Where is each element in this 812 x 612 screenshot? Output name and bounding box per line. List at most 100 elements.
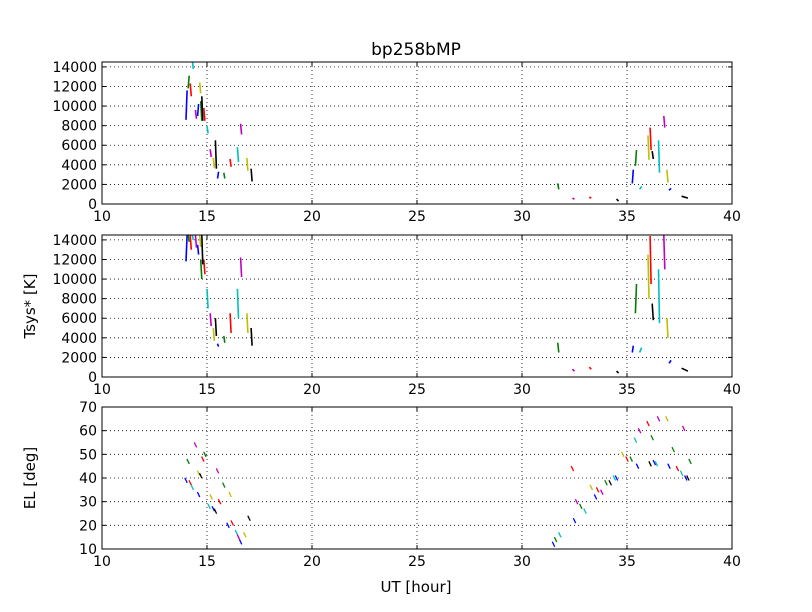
data-point-red — [201, 456, 205, 462]
data-segment-black — [681, 367, 689, 372]
x-tick-label: 25 — [408, 554, 426, 570]
data-segment-black — [201, 235, 204, 265]
x-tick-label: 15 — [198, 554, 216, 570]
data-layer — [184, 416, 692, 548]
data-segment-green — [634, 283, 638, 314]
data-segment-black — [615, 198, 620, 202]
data-point-yellow — [209, 494, 213, 500]
data-segment-magenta — [194, 109, 198, 119]
data-layer — [185, 62, 689, 202]
data-segment-red — [189, 83, 193, 97]
data-segment-red — [588, 366, 592, 370]
data-point-cyan — [234, 529, 239, 536]
y-tick-label: 8000 — [61, 119, 97, 135]
data-segment-blue — [631, 345, 635, 353]
y-tick-label: 14000 — [52, 233, 97, 249]
data-point-magenta — [574, 498, 579, 505]
x-tick-label: 15 — [198, 382, 216, 398]
data-segment-magenta — [239, 123, 243, 135]
data-point-magenta — [681, 425, 686, 432]
data-segment-magenta — [663, 235, 666, 270]
data-segment-magenta — [663, 115, 666, 128]
data-segment-green — [223, 172, 226, 179]
data-segment-green — [634, 150, 638, 166]
data-segment-blue — [216, 171, 220, 179]
y-tick-label: 6000 — [61, 311, 97, 327]
y-tick-label: 2000 — [61, 177, 97, 193]
y-tick-label: 6000 — [61, 138, 97, 154]
data-point-magenta — [600, 489, 604, 495]
data-point-green — [222, 482, 226, 488]
x-tick-label: 40 — [723, 382, 741, 398]
data-point-blue — [614, 475, 619, 481]
x-tick-label: 15 — [198, 209, 216, 225]
data-segment-black — [250, 327, 253, 346]
data-point-red — [625, 456, 629, 462]
data-segment-green — [199, 259, 203, 280]
data-segment-black — [681, 195, 689, 199]
data-segment-cyan — [206, 288, 209, 309]
y-tick-label: 30 — [79, 495, 97, 511]
data-segment-yellow — [212, 327, 216, 341]
data-segment-red — [649, 235, 652, 285]
data-segment-yellow — [212, 157, 216, 168]
data-segment-magenta — [239, 257, 243, 278]
x-tick-label: 40 — [723, 209, 741, 225]
data-segment-magenta — [194, 235, 198, 248]
data-segment-black — [250, 168, 253, 182]
data-segment-green — [199, 101, 203, 121]
y-tick-label: 0 — [88, 370, 97, 386]
data-point-green — [604, 479, 608, 486]
data-point-black — [608, 479, 612, 486]
x-tick-label: 40 — [723, 554, 741, 570]
data-layer — [185, 235, 689, 374]
data-point-cyan — [190, 484, 195, 491]
data-point-cyan — [583, 508, 587, 514]
data-segment-cyan — [191, 235, 195, 241]
y-tick-label: 2000 — [61, 350, 97, 366]
data-point-cyan — [612, 475, 617, 481]
y-tick-label: 10 — [79, 542, 97, 558]
data-segment-cyan — [236, 288, 240, 319]
data-point-red — [595, 487, 600, 493]
x-tick-label: 35 — [618, 554, 636, 570]
data-segment-black — [201, 96, 204, 121]
data-segment-cyan — [638, 347, 643, 353]
y-tick-label: 40 — [79, 471, 97, 487]
data-point-green — [629, 456, 633, 462]
panel-bottom: 10 15 20 25 30 35 40 10 20 30 40 50 60 70 EL [deg] — [21, 400, 741, 570]
data-point-black — [686, 475, 690, 481]
data-segment-cyan — [638, 185, 643, 190]
data-point-magenta — [656, 416, 661, 422]
data-point-blue — [593, 494, 598, 500]
data-segment-yellow — [647, 135, 650, 160]
data-segment-blue — [216, 343, 220, 347]
data-point-yellow — [621, 451, 625, 458]
x-tick-label: 30 — [513, 382, 531, 398]
data-segment-red — [203, 259, 206, 275]
data-segment-black — [214, 318, 218, 336]
data-segment-yellow — [198, 235, 202, 247]
data-point-red — [230, 520, 234, 526]
data-point-cyan — [679, 470, 684, 477]
data-segment-blue — [196, 244, 200, 255]
x-tick-label: 10 — [93, 554, 111, 570]
y-tick-label: 12000 — [52, 252, 97, 268]
y-tick-label: 70 — [79, 400, 97, 416]
data-point-black — [648, 461, 652, 467]
data-segment-yellow — [666, 169, 669, 183]
x-tick-label: 30 — [513, 209, 531, 225]
data-segment-cyan — [206, 125, 209, 134]
data-segment-magenta — [571, 368, 576, 372]
data-point-yellow — [243, 532, 247, 538]
x-tick-label: 10 — [93, 382, 111, 398]
data-point-red — [570, 465, 575, 472]
data-point-green — [688, 458, 692, 465]
data-point-blue — [652, 459, 657, 466]
data-segment-cyan — [191, 62, 195, 69]
data-segment-red — [588, 196, 592, 199]
data-segment-cyan — [236, 147, 240, 162]
data-point-blue — [684, 475, 688, 481]
data-point-blue — [572, 517, 577, 524]
